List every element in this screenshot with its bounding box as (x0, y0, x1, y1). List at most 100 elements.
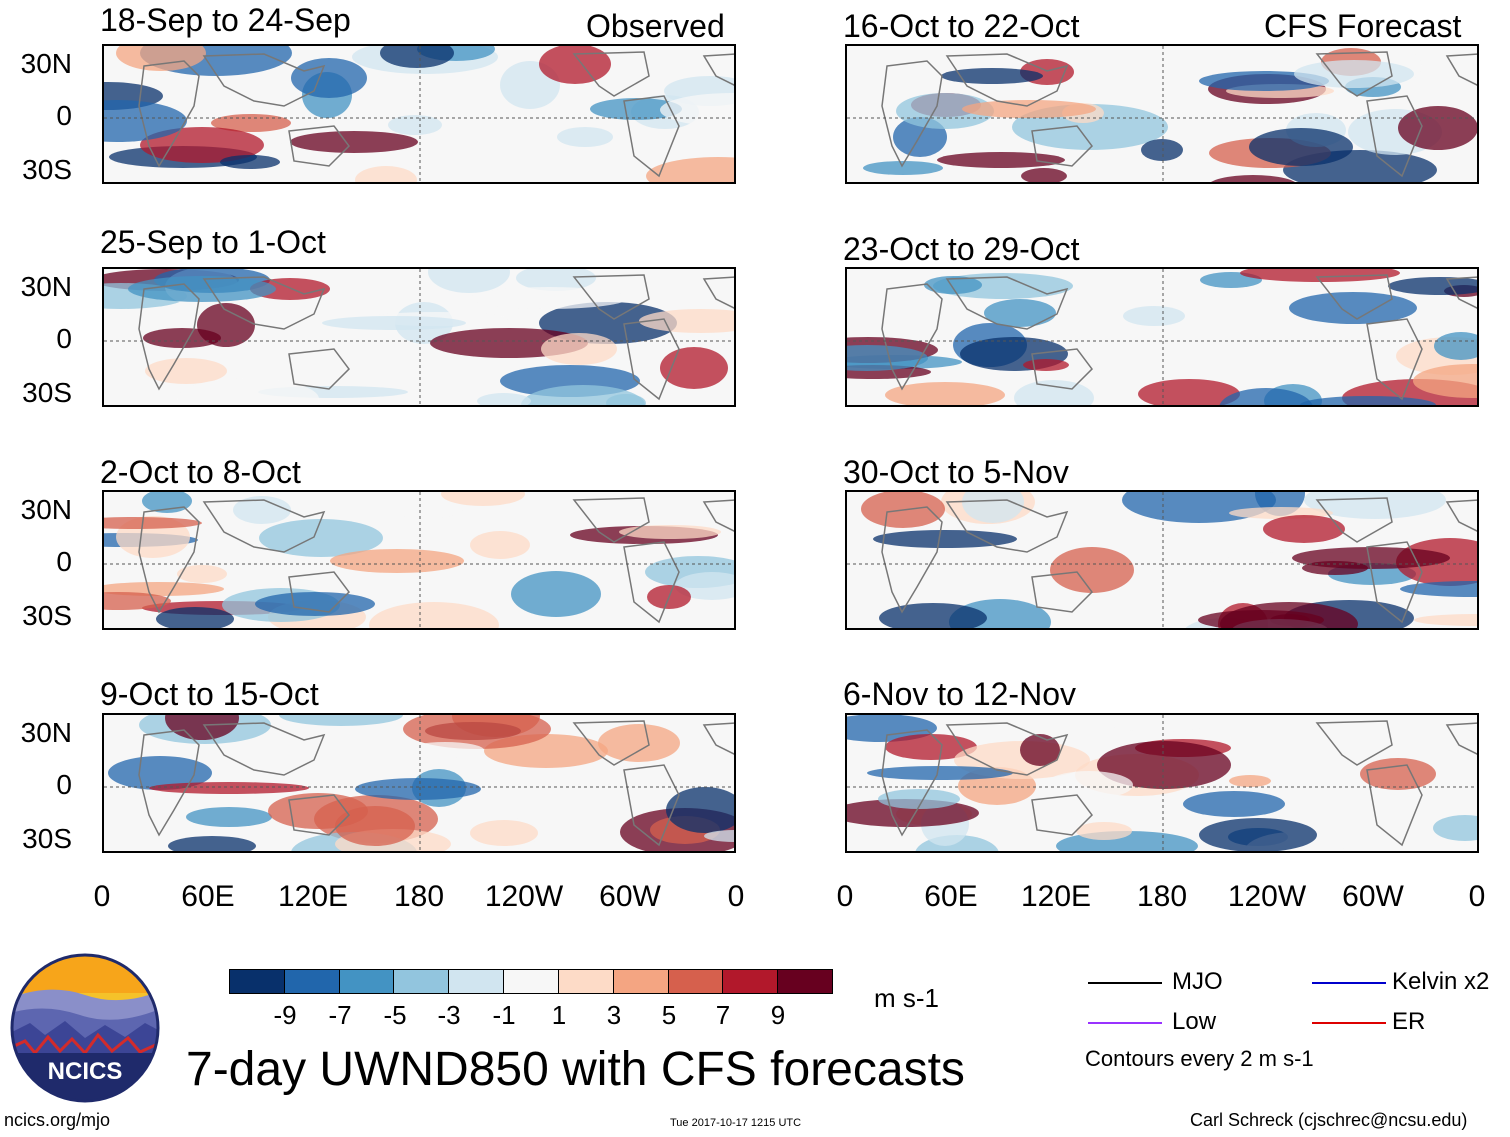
anomaly-blob (1183, 791, 1285, 817)
colorbar-label: -1 (492, 1000, 516, 1030)
coastline (623, 95, 680, 178)
lat-label-eq: 0 (56, 323, 72, 354)
panel-title-obs-1: 18-Sep to 24-Sep (100, 2, 351, 38)
anomaly-field (847, 269, 1477, 405)
anomaly-field (847, 46, 1477, 182)
anomaly-blob (104, 592, 171, 610)
coastline (623, 541, 680, 624)
anomaly-blob (1138, 379, 1240, 405)
coastline (881, 729, 943, 837)
anomaly-blob (177, 378, 319, 405)
coastline (1315, 274, 1393, 320)
anomaly-blob (470, 531, 530, 559)
colorbar-swatch (613, 970, 669, 993)
coastline (623, 318, 680, 401)
colorbar-label: 1 (551, 1000, 567, 1030)
anomaly-blob (1220, 602, 1358, 628)
lat-label-30s: 30S (22, 377, 72, 408)
lat-label-30n: 30N (20, 48, 72, 79)
anomaly-blob (924, 276, 982, 294)
colorbar-swatch (339, 970, 395, 993)
coastline (288, 794, 350, 836)
lat-label-eq: 0 (56, 769, 72, 800)
lat-label-eq: 0 (56, 546, 72, 577)
lat-label-30n: 30N (20, 717, 72, 748)
lat-label-30n: 30N (20, 494, 72, 525)
lon-label: 60W (1342, 880, 1404, 913)
anomaly-blob (1123, 306, 1185, 326)
lon-label: 0 (1468, 880, 1486, 913)
coastline (1366, 541, 1423, 624)
coastline (1445, 722, 1477, 755)
coastline (1366, 95, 1423, 178)
map-fc-3 (845, 490, 1479, 630)
colorbar-swatch (723, 970, 779, 993)
anomaly-blob (279, 715, 403, 726)
coastline (702, 276, 734, 309)
anomaly-blob (660, 347, 728, 389)
coastline (881, 60, 943, 168)
footer-url[interactable]: ncics.org/mjo (4, 1110, 111, 1130)
colorbar-units: m s-1 (874, 983, 939, 1013)
anomaly-blob (675, 572, 734, 600)
lon-label: 0 (93, 880, 111, 913)
anomaly-blob (149, 782, 309, 794)
coastline (1031, 794, 1093, 836)
lon-label: 0 (727, 880, 745, 913)
lon-label: 60E (924, 880, 978, 913)
lon-label: 120E (277, 880, 349, 913)
panel-title-fc-2: 23-Oct to 29-Oct (843, 231, 1080, 267)
anomaly-blob (962, 100, 1096, 118)
coastline (623, 764, 680, 847)
coastline (1366, 318, 1423, 401)
lon-label: 180 (393, 880, 445, 913)
anomaly-blob (1229, 775, 1271, 787)
anomaly-blob (1263, 515, 1345, 543)
map-fc-2 (845, 267, 1479, 407)
coastline (288, 571, 350, 613)
anomaly-blob (1105, 715, 1211, 732)
lon-label: 0 (836, 880, 854, 913)
anomaly-blob (606, 394, 646, 405)
panel-tag-cfs-forecast: CFS Forecast (1264, 8, 1462, 44)
map-obs-3 (102, 490, 736, 630)
anomaly-blob (233, 496, 291, 524)
anomaly-blob (1199, 818, 1317, 851)
anomaly-blob (1045, 771, 1133, 799)
panel-title-fc-1: 16-Oct to 22-Oct (843, 8, 1080, 44)
lat-label-30s: 30S (22, 823, 72, 854)
anomaly-blob (441, 492, 525, 506)
anomaly-blob (1210, 552, 1316, 596)
anomaly-blob (104, 100, 187, 142)
colorbar-label: 5 (661, 1000, 677, 1030)
anomaly-blob (639, 309, 734, 333)
anomaly-blob (1302, 561, 1368, 575)
anomaly-blob (847, 345, 928, 371)
coastline (1031, 125, 1093, 167)
coastline (1445, 53, 1477, 86)
coastline (1315, 720, 1393, 766)
map-obs-4 (102, 713, 736, 853)
coastline (202, 276, 326, 330)
coastline (945, 499, 1069, 553)
anomaly-blob (108, 756, 212, 790)
anomaly-blob (250, 278, 330, 300)
anomaly-field (847, 492, 1477, 628)
anomaly-blob (380, 46, 454, 68)
map-obs-2 (102, 267, 736, 407)
anomaly-blob (511, 571, 601, 617)
coastline (572, 497, 650, 543)
anomaly-blob (984, 299, 1056, 327)
anomaly-blob (885, 734, 977, 760)
anomaly-blob (646, 157, 734, 182)
coastline (138, 506, 200, 614)
anomaly-blob (322, 316, 466, 330)
colorbar-swatch (558, 970, 614, 993)
colorbar-label: -7 (328, 1000, 352, 1030)
panel-title-obs-2: 25-Sep to 1-Oct (100, 224, 326, 260)
anomaly-blob (1219, 388, 1313, 405)
anomaly-blob (557, 127, 613, 147)
map-fc-4 (845, 713, 1479, 853)
coastline (945, 53, 1069, 107)
anomaly-blob (291, 58, 367, 98)
